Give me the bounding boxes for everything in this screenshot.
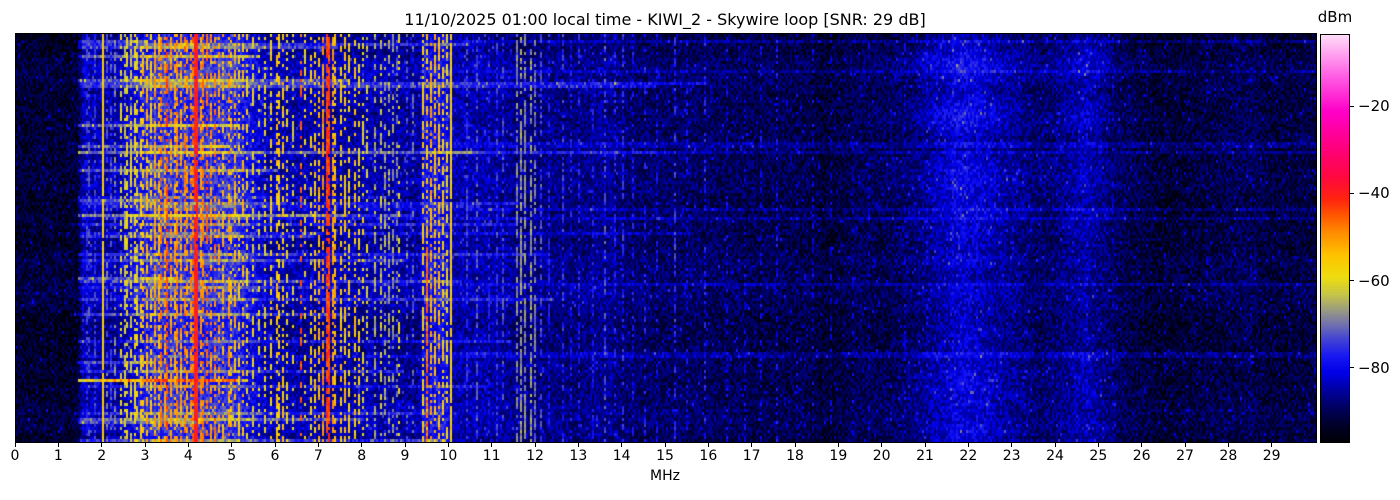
x-tick-label: 27 <box>1176 448 1194 464</box>
x-tick-label: 26 <box>1132 448 1151 464</box>
colorbar-tick-label: −20 <box>1358 97 1390 116</box>
x-tick-label: 13 <box>569 448 588 464</box>
colorbar-tick-mark <box>1349 105 1354 107</box>
x-tick-mark <box>1227 442 1229 447</box>
x-tick-mark <box>144 442 146 447</box>
x-tick-label: 1 <box>53 448 63 464</box>
x-tick-label: 7 <box>313 448 323 464</box>
x-tick-label: 29 <box>1262 448 1281 464</box>
x-tick-mark <box>881 442 883 447</box>
x-tick-label: 21 <box>916 448 934 464</box>
x-tick-mark <box>317 442 319 447</box>
x-tick-label: 22 <box>959 448 978 464</box>
x-tick-label: 9 <box>400 448 410 464</box>
x-tick-label: 12 <box>526 448 544 464</box>
x-tick-mark <box>57 442 59 447</box>
x-tick-mark <box>1054 442 1056 447</box>
x-tick-label: 2 <box>97 448 107 464</box>
x-tick-mark <box>404 442 406 447</box>
waterfall-plot-area <box>15 33 1317 443</box>
x-tick-mark <box>967 442 969 447</box>
x-tick-mark <box>231 442 233 447</box>
colorbar <box>1320 34 1350 443</box>
x-tick-mark <box>534 442 536 447</box>
colorbar-tick-label: −60 <box>1358 271 1390 290</box>
x-tick-label: 10 <box>439 448 458 464</box>
x-tick-mark <box>621 442 623 447</box>
x-tick-label: 17 <box>742 448 761 464</box>
x-tick-mark <box>274 442 276 447</box>
x-tick-mark <box>794 442 796 447</box>
x-tick-label: 16 <box>699 448 718 464</box>
x-tick-label: 14 <box>612 448 631 464</box>
x-tick-mark <box>751 442 753 447</box>
x-tick-mark <box>837 442 839 447</box>
x-tick-mark <box>447 442 449 447</box>
x-tick-mark <box>707 442 709 447</box>
x-tick-mark <box>924 442 926 447</box>
x-tick-mark <box>1097 442 1099 447</box>
colorbar-tick-label: −40 <box>1358 184 1390 203</box>
x-tick-mark <box>664 442 666 447</box>
x-tick-label: 24 <box>1046 448 1064 464</box>
x-tick-label: 4 <box>183 448 193 464</box>
x-tick-label: 3 <box>140 448 150 464</box>
x-tick-mark <box>1271 442 1273 447</box>
x-axis-label: MHz <box>650 468 680 484</box>
x-tick-mark <box>1184 442 1186 447</box>
colorbar-tick-mark <box>1349 280 1354 282</box>
colorbar-tick-mark <box>1349 192 1354 194</box>
x-tick-mark <box>1011 442 1013 447</box>
x-tick-mark <box>101 442 103 447</box>
x-tick-label: 8 <box>357 448 367 464</box>
x-tick-label: 5 <box>227 448 237 464</box>
x-tick-label: 25 <box>1089 448 1108 464</box>
x-tick-mark <box>361 442 363 447</box>
x-tick-mark <box>1141 442 1143 447</box>
plot-title: 11/10/2025 01:00 local time - KIWI_2 - S… <box>404 10 926 29</box>
x-tick-mark <box>187 442 189 447</box>
waterfall-heatmap-canvas <box>16 34 1316 442</box>
colorbar-label: dBm <box>1317 8 1353 26</box>
x-tick-mark <box>491 442 493 447</box>
x-tick-label: 18 <box>786 448 804 464</box>
colorbar-gradient-canvas <box>1321 35 1349 442</box>
x-tick-label: 0 <box>10 448 20 464</box>
x-tick-label: 20 <box>872 448 891 464</box>
x-tick-label: 28 <box>1219 448 1238 464</box>
x-tick-label: 23 <box>1002 448 1021 464</box>
colorbar-tick-mark <box>1349 367 1354 369</box>
x-tick-label: 15 <box>656 448 674 464</box>
x-tick-mark <box>14 442 16 447</box>
x-tick-label: 11 <box>482 448 501 464</box>
x-tick-mark <box>577 442 579 447</box>
x-tick-label: 6 <box>270 448 280 464</box>
colorbar-tick-label: −80 <box>1358 358 1390 377</box>
x-tick-label: 19 <box>829 448 848 464</box>
